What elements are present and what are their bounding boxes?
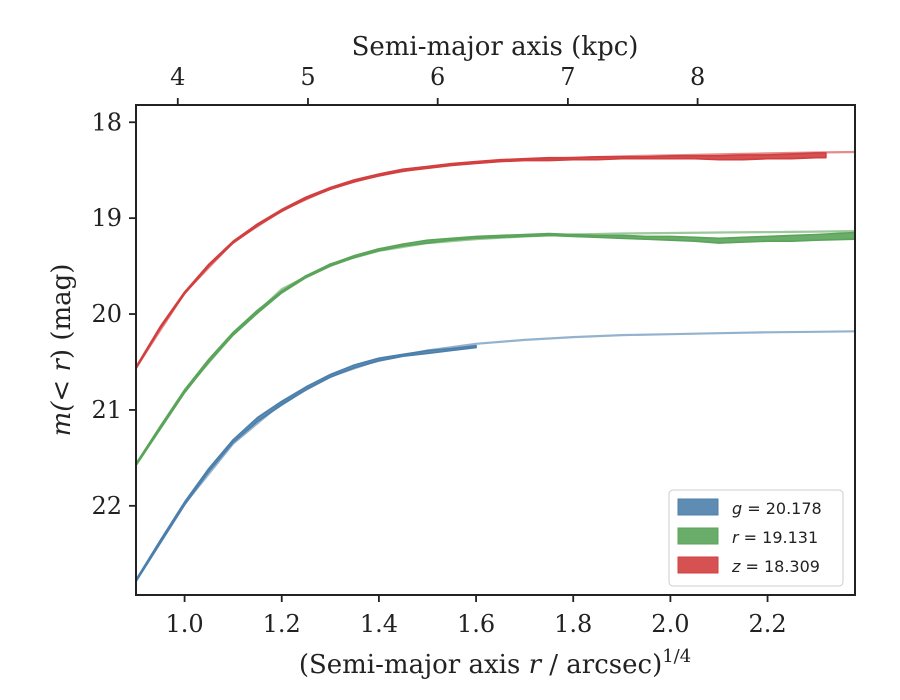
top-tick-label-2: 6 (430, 63, 445, 91)
legend-swatch-g (677, 498, 719, 516)
top-axis-label: Semi-major axis (kpc) (352, 32, 639, 62)
legend-value-z: = 18.309 (740, 557, 820, 576)
legend-label-r: r = 19.131 (732, 528, 818, 547)
plot-frame (135, 104, 856, 596)
legend-label-z: z = 18.309 (731, 557, 820, 576)
data-band-g (136, 344, 477, 583)
y-tick-label-1: 19 (91, 204, 122, 232)
y-tick-label-4: 22 (91, 492, 122, 520)
legend-swatch-r (677, 527, 719, 545)
x-axis-label-suffix: / arcsec) (541, 650, 662, 680)
x-tick-label-3: 1.6 (457, 610, 495, 638)
legend-swatch-z (677, 556, 719, 574)
x-tick-label-1: 1.2 (263, 610, 301, 638)
data-band-r (136, 231, 855, 467)
x-axis-label-prefix: (Semi-major axis (299, 650, 529, 680)
legend-value-r: = 19.131 (739, 528, 819, 547)
x-tick-label-4: 1.8 (554, 610, 592, 638)
top-tick-label-3: 7 (560, 63, 575, 91)
top-tick-label-1: 5 (300, 63, 315, 91)
model-line-g (136, 330, 855, 582)
y-axis-label-prefix: m( (47, 401, 77, 437)
y-tick-label-2: 20 (91, 300, 122, 328)
ticks-layer: 1.0 1.2 1.4 1.6 1.8 2.0 2.2 18 19 20 21 22 4 5 6 7 8 (91, 63, 786, 638)
x-tick-label-6: 2.2 (748, 610, 786, 638)
x-axis-label-var: r (529, 650, 543, 680)
top-tick-label-0: 4 (170, 63, 185, 91)
data-band-z (136, 152, 827, 370)
y-axis-label: m(< r) (mag) (47, 264, 77, 437)
y-tick-label-0: 18 (91, 108, 122, 136)
x-axis-label-exponent: 1/4 (662, 646, 691, 667)
legend-var-z: z (731, 557, 741, 576)
x-tick-label-0: 1.0 (165, 610, 203, 638)
legend-var-g: g (732, 499, 742, 518)
series-layer (136, 150, 855, 583)
y-tick-label-3: 21 (91, 396, 122, 424)
model-line-z (136, 150, 855, 369)
legend-var-r: r (732, 528, 740, 547)
top-tick-label-4: 8 (690, 63, 705, 91)
x-axis-label: (Semi-major axis r / arcsec)1/4 (299, 646, 691, 680)
legend-label-g: g = 20.178 (732, 499, 822, 518)
y-axis-label-suffix: ) (mag) (47, 264, 77, 360)
x-tick-label-2: 1.4 (360, 610, 398, 638)
x-tick-label-5: 2.0 (651, 610, 689, 638)
legend-value-g: = 20.178 (742, 499, 822, 518)
y-axis-label-var: < r (47, 358, 77, 402)
